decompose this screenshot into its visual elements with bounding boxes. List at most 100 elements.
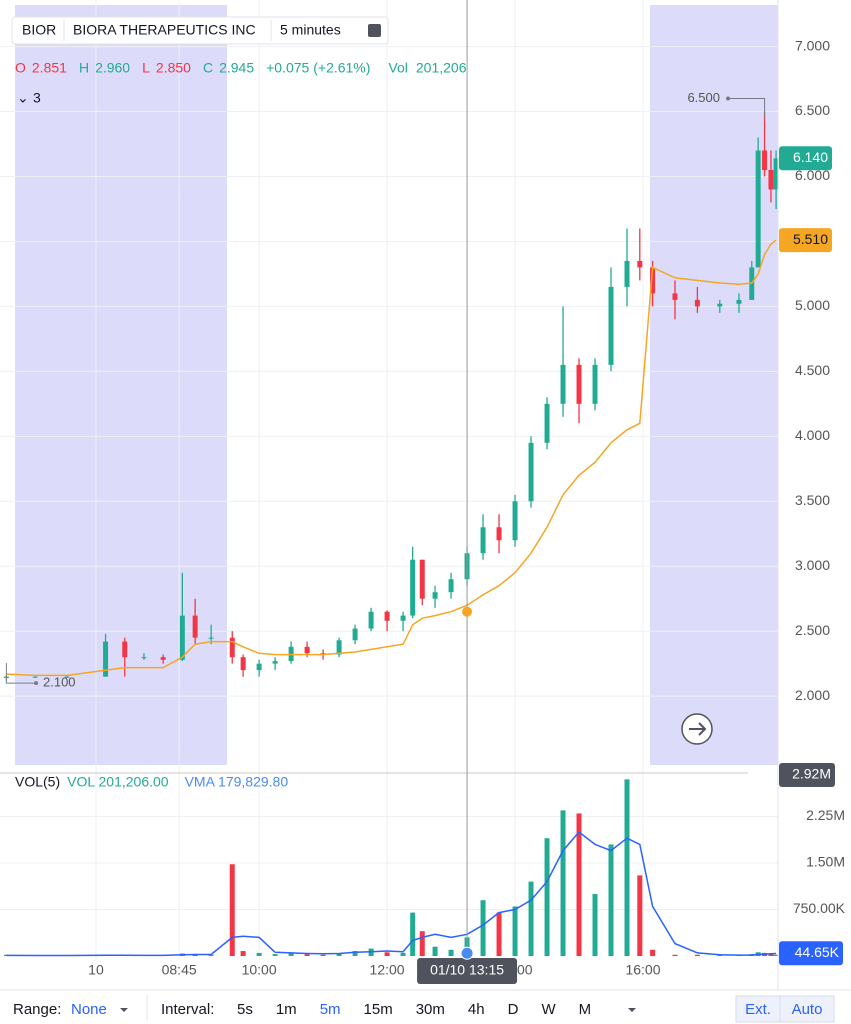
volume-bar: [400, 952, 406, 956]
interval-option[interactable]: 30m: [416, 1001, 445, 1018]
candle-body: [768, 169, 774, 190]
vol-key: Vol: [388, 60, 407, 76]
candle-body: [672, 293, 678, 300]
crosshair-label-bg: [417, 958, 518, 984]
x-tick-label: 08:45: [162, 962, 197, 978]
change: +0.075 (+2.61%): [266, 60, 370, 76]
interval-option[interactable]: 5s: [237, 1001, 253, 1018]
y-tick-label: 6.000: [795, 167, 830, 183]
crosshair-dot: [462, 606, 473, 617]
candle-body: [419, 559, 425, 599]
candle-body: [160, 657, 166, 660]
legend-value: 2.851: [32, 60, 67, 76]
candle-body: [272, 661, 278, 664]
crosshair-label: 01/10 13:15: [430, 962, 504, 978]
low-marker-line: [5, 663, 36, 684]
volume-bar: [544, 838, 550, 956]
vol-last-label: 44.65K: [795, 944, 840, 960]
last-price-badge: 6.140: [793, 149, 828, 165]
volume-bar: [3, 954, 9, 956]
vol-tick-label: 750.00K: [793, 900, 846, 916]
candle-body: [229, 637, 235, 658]
candle-body: [528, 442, 534, 502]
vwap-line: [6, 239, 777, 677]
legend-key: C: [203, 60, 213, 76]
symbol-box[interactable]: [11, 16, 389, 45]
volume-bar: [288, 953, 294, 956]
interval-option[interactable]: 15m: [364, 1001, 393, 1018]
y-tick-label: 3.000: [795, 557, 830, 573]
candle-body: [592, 364, 598, 404]
low-marker-dot: [34, 681, 38, 686]
volume-bar: [624, 779, 630, 956]
volume-bar: [256, 952, 262, 956]
x-tick-label: 10: [88, 962, 104, 978]
ext-button[interactable]: [735, 995, 781, 1023]
vol-title: VOL(5): [15, 774, 60, 790]
volume-bar: [637, 875, 643, 956]
candle-body: [755, 150, 761, 268]
company-name: BIORA THERAPEUTICS INC: [73, 22, 256, 38]
interval-option[interactable]: W: [541, 1001, 556, 1018]
candle-body: [717, 303, 723, 307]
candle-body: [432, 592, 438, 599]
candle-body: [448, 579, 454, 593]
interval-option[interactable]: 1m: [276, 1001, 297, 1018]
volume-bar: [480, 900, 486, 956]
candle-body: [576, 364, 582, 404]
ohlc-legend: O 2.851 H 2.960 L 2.850 C 2.945 +0.075 (+2.61%) V…: [15, 60, 467, 76]
interval-option[interactable]: 4h: [468, 1001, 485, 1018]
volume-bar: [410, 912, 416, 956]
volume-bar: [320, 954, 326, 956]
candle-body: [256, 663, 262, 671]
legend-value: 2.945: [219, 60, 254, 76]
candle-body: [694, 299, 700, 307]
candle-body: [64, 676, 70, 678]
legend-value: 2.960: [95, 60, 130, 76]
candle-body: [512, 501, 518, 541]
volume-bar: [650, 949, 656, 956]
collapse-arrow[interactable]: ⌄: [17, 90, 29, 106]
range-label: Range:: [13, 1001, 61, 1018]
y-tick-label: 4.000: [795, 427, 830, 443]
interval-option[interactable]: 5m: [320, 1001, 341, 1018]
candle-body: [650, 267, 656, 294]
candle-body: [544, 403, 550, 443]
menu-icon[interactable]: [368, 24, 381, 37]
volume-bar: [768, 954, 774, 956]
toolbar: Range: None Interval: Ext. Auto 5s 1m 5m 15…: [0, 989, 851, 1023]
interval-option[interactable]: D: [508, 1001, 519, 1018]
candle-body: [608, 286, 614, 365]
high-marker-line: [728, 98, 766, 118]
volume-bar: [419, 931, 425, 956]
volume-bar: [336, 953, 342, 956]
candle-body: [208, 637, 214, 639]
range-select[interactable]: None: [71, 1001, 107, 1018]
last-price-badge-bg: [779, 146, 832, 171]
vol-tick-label: 1.50M: [806, 854, 845, 870]
indicator-count: 3: [33, 90, 41, 106]
symbol: BIOR: [22, 22, 56, 38]
grid: [0, 0, 778, 960]
auto-button[interactable]: [779, 995, 835, 1023]
low-marker-label: 2.100: [43, 675, 76, 690]
x-tick-label: 10:00: [242, 962, 277, 978]
volume-bar: [576, 813, 582, 956]
candle-body: [384, 611, 390, 621]
auto-label: Auto: [792, 1001, 823, 1018]
volume-bar: [448, 949, 454, 956]
candle-body: [103, 641, 109, 677]
candle-body: [762, 150, 768, 170]
candle-body: [637, 260, 643, 268]
vol-legend-vma: VMA 179,829.80: [185, 774, 289, 790]
x-tick-label: 16:00: [625, 962, 660, 978]
volume-bar: [773, 954, 779, 956]
interval-option[interactable]: M: [579, 1001, 592, 1018]
volume-bar: [384, 952, 390, 956]
y-tick-label: 4.500: [795, 362, 830, 378]
ext-label: Ext.: [745, 1001, 771, 1018]
high-marker-label: 6.500: [687, 90, 720, 105]
volume-bar: [229, 864, 235, 956]
volume-bar: [608, 844, 614, 956]
vol-last-bg: [779, 941, 843, 966]
